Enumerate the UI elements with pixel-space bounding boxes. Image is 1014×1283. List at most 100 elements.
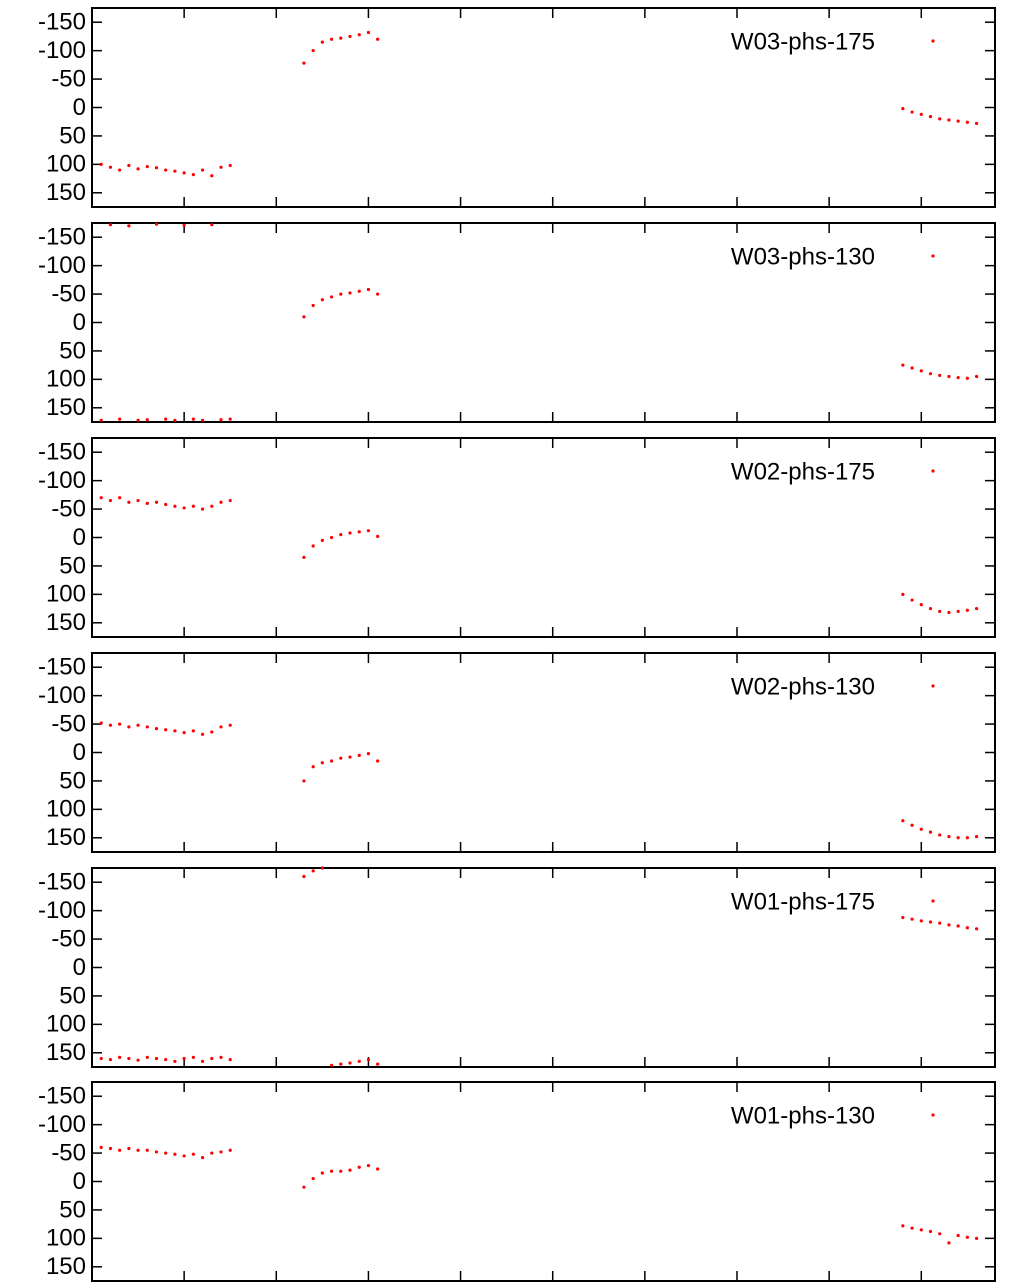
- point: [154, 1056, 159, 1061]
- y-tick-label: 0: [73, 1168, 86, 1195]
- point: [974, 927, 979, 931]
- point: [219, 165, 223, 169]
- point: [200, 1156, 205, 1160]
- point: [127, 500, 131, 504]
- point: [928, 830, 933, 834]
- point: [357, 1059, 361, 1063]
- point: [366, 30, 371, 35]
- point: [376, 1167, 380, 1171]
- y-tick-label: 50: [59, 767, 86, 794]
- point: [311, 1177, 315, 1181]
- point: [118, 168, 122, 172]
- point: [182, 223, 186, 227]
- point: [200, 168, 205, 172]
- point: [348, 34, 352, 39]
- point: [320, 298, 324, 302]
- point: [302, 555, 306, 560]
- point: [136, 167, 140, 171]
- point: [99, 1056, 103, 1061]
- point: [191, 504, 195, 508]
- point: [108, 1146, 113, 1151]
- point: [145, 418, 149, 422]
- point: [108, 223, 113, 227]
- legend-marker: [931, 899, 935, 903]
- point: [154, 222, 159, 226]
- point: [182, 1056, 186, 1061]
- y-tick-label: 50: [59, 1196, 86, 1223]
- point: [210, 730, 214, 734]
- y-tick-label: -150: [38, 654, 86, 681]
- point: [965, 608, 969, 612]
- point: [348, 1061, 352, 1065]
- point: [99, 418, 103, 422]
- point: [200, 1059, 205, 1063]
- legend-label: W01-phs-130: [731, 1102, 875, 1129]
- point: [938, 833, 942, 837]
- point: [210, 1151, 214, 1155]
- point: [200, 418, 205, 422]
- point: [311, 303, 315, 308]
- point: [311, 544, 315, 548]
- point: [366, 1058, 371, 1062]
- y-tick-label: 150: [46, 609, 86, 636]
- point: [108, 1058, 113, 1062]
- legend-label: W02-phs-130: [731, 673, 875, 700]
- point: [99, 162, 103, 166]
- point: [219, 418, 223, 422]
- point: [210, 504, 214, 508]
- point: [965, 1235, 969, 1239]
- point: [127, 163, 131, 168]
- point: [928, 372, 933, 376]
- y-tick-label: 150: [46, 824, 86, 851]
- point: [947, 374, 951, 379]
- point: [339, 533, 343, 537]
- point: [919, 919, 923, 923]
- point: [339, 292, 343, 296]
- point: [329, 535, 334, 540]
- point: [173, 169, 177, 173]
- legend-marker: [931, 684, 935, 688]
- point: [366, 529, 371, 533]
- point: [302, 874, 306, 879]
- point: [173, 504, 177, 508]
- y-tick-label: -50: [51, 710, 86, 737]
- point: [108, 165, 113, 169]
- point: [118, 417, 122, 421]
- point: [311, 765, 315, 769]
- point: [974, 1236, 979, 1240]
- point: [376, 534, 380, 538]
- point: [928, 114, 933, 119]
- y-tick-label: -150: [38, 439, 86, 466]
- point: [173, 729, 177, 733]
- y-tick-label: -150: [38, 869, 86, 896]
- point: [357, 530, 361, 534]
- point: [228, 498, 232, 503]
- point: [145, 1148, 149, 1152]
- point: [145, 501, 149, 505]
- y-tick-label: 100: [46, 1225, 86, 1252]
- y-tick-label: -50: [51, 65, 86, 92]
- point: [947, 923, 951, 927]
- point: [910, 823, 914, 827]
- point: [320, 1171, 324, 1175]
- y-tick-label: 0: [73, 524, 86, 551]
- point: [154, 166, 159, 170]
- point: [164, 168, 168, 172]
- point: [974, 374, 979, 379]
- point: [182, 1154, 186, 1158]
- point: [910, 598, 914, 602]
- point: [136, 418, 140, 422]
- point: [164, 417, 168, 421]
- point: [938, 373, 942, 377]
- point: [956, 609, 960, 614]
- y-tick-label: 50: [59, 337, 86, 364]
- point: [311, 49, 315, 53]
- legend-label: W02-phs-175: [731, 458, 875, 485]
- point: [127, 1146, 131, 1151]
- point: [348, 291, 352, 295]
- point: [919, 369, 923, 373]
- point: [357, 1165, 361, 1169]
- y-tick-label: -150: [38, 224, 86, 251]
- point: [311, 869, 315, 873]
